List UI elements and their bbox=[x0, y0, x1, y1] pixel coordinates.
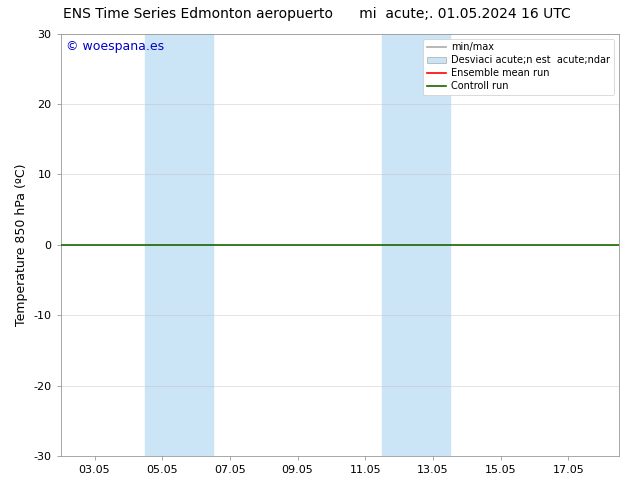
Bar bbox=[382, 34, 450, 456]
Y-axis label: Temperature 850 hPa (ºC): Temperature 850 hPa (ºC) bbox=[15, 164, 28, 326]
Bar bbox=[145, 34, 213, 456]
Text: ENS Time Series Edmonton aeropuerto      mi  acute;. 01.05.2024 16 UTC: ENS Time Series Edmonton aeropuerto mi a… bbox=[63, 7, 571, 22]
Text: © woespana.es: © woespana.es bbox=[67, 40, 164, 53]
Legend: min/max, Desviaci acute;n est  acute;ndar, Ensemble mean run, Controll run: min/max, Desviaci acute;n est acute;ndar… bbox=[423, 39, 614, 95]
